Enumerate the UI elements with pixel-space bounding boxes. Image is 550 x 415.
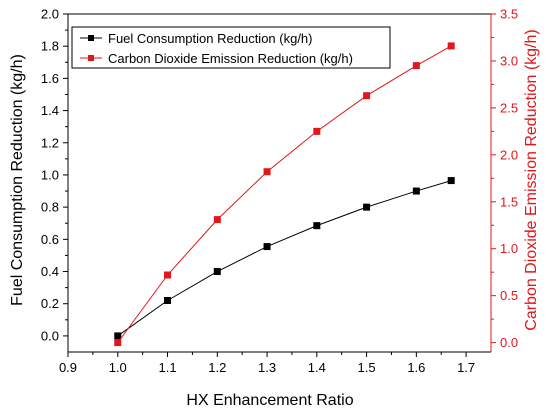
co2-data-point — [164, 271, 172, 279]
co2-data-point — [363, 92, 371, 100]
co2-data-point — [447, 42, 455, 50]
left-tick-label: 1.2 — [41, 135, 59, 150]
left-tick-label: 1.8 — [41, 39, 59, 54]
co2-series-line — [117, 45, 452, 343]
left-tick-label: 1.4 — [41, 103, 59, 118]
x-axis-ticks: 0.9 1.0 1.1 1.2 1.3 1.4 1.5 1.6 1.7 — [59, 352, 475, 375]
x-tick-label: 1.4 — [308, 360, 326, 375]
co2-data-point — [114, 339, 122, 347]
right-axis-title: Carbon Dioxide Emission Reduction (kg/h) — [523, 29, 540, 330]
right-tick-label: 1.0 — [500, 241, 518, 256]
co2-data-point — [412, 62, 420, 70]
right-tick-label: 0.0 — [500, 335, 518, 350]
legend-box — [71, 26, 391, 69]
x-tick-label: 1.3 — [258, 360, 276, 375]
fuel-data-point — [313, 222, 321, 230]
left-tick-label: 0.0 — [41, 328, 59, 343]
x-tick-label: 1.5 — [358, 360, 376, 375]
fuel-data-point — [447, 177, 455, 185]
co2-data-point — [263, 168, 271, 176]
right-tick-label: 2.0 — [500, 147, 518, 162]
x-tick-label: 0.9 — [59, 360, 77, 375]
left-axis-title: Fuel Consumption Reduction (kg/h) — [9, 54, 26, 306]
legend-marker-fuel — [88, 35, 94, 41]
fuel-data-point — [164, 296, 172, 304]
co2-data-point — [213, 216, 221, 224]
right-tick-label: 0.5 — [500, 288, 518, 303]
legend: Fuel Consumption Reduction (kg/h) Carbon… — [71, 26, 391, 69]
right-tick-label: 3.5 — [500, 7, 518, 22]
left-tick-label: 0.8 — [41, 200, 59, 215]
x-tick-label: 1.7 — [457, 360, 475, 375]
fuel-data-point — [263, 243, 271, 251]
fuel-data-point — [213, 268, 221, 276]
legend-label-co2: Carbon Dioxide Emission Reduction (kg/h) — [108, 51, 353, 66]
left-tick-label: 0.4 — [41, 264, 59, 279]
left-tick-label: 2.0 — [41, 7, 59, 22]
right-tick-label: 1.5 — [500, 194, 518, 209]
right-tick-label: 2.5 — [500, 100, 518, 115]
x-tick-label: 1.0 — [109, 360, 127, 375]
left-tick-label: 0.2 — [41, 296, 59, 311]
right-axis-ticks: 0.0 0.5 1.0 1.5 2.0 2.5 3.0 3.5 — [491, 7, 518, 350]
fuel-series-line — [117, 180, 452, 337]
x-tick-label: 1.1 — [158, 360, 176, 375]
right-tick-label: 3.0 — [500, 53, 518, 68]
legend-label-fuel: Fuel Consumption Reduction (kg/h) — [108, 31, 313, 46]
left-tick-label: 0.6 — [41, 232, 59, 247]
fuel-data-point — [412, 187, 420, 195]
left-tick-label: 1.6 — [41, 71, 59, 86]
x-tick-label: 1.6 — [407, 360, 425, 375]
co2-data-point — [313, 127, 321, 135]
fuel-data-point — [114, 332, 122, 340]
x-axis-title: HX Enhancement Ratio — [186, 392, 353, 409]
series-group — [114, 42, 455, 347]
fuel-data-point — [363, 203, 371, 211]
left-axis-ticks: 0.0 0.2 0.4 0.6 0.8 1.0 1.2 1.4 1.6 1.8 2.0 — [41, 7, 68, 343]
legend-marker-co2 — [88, 55, 94, 61]
x-tick-label: 1.2 — [208, 360, 226, 375]
left-tick-label: 1.0 — [41, 167, 59, 182]
